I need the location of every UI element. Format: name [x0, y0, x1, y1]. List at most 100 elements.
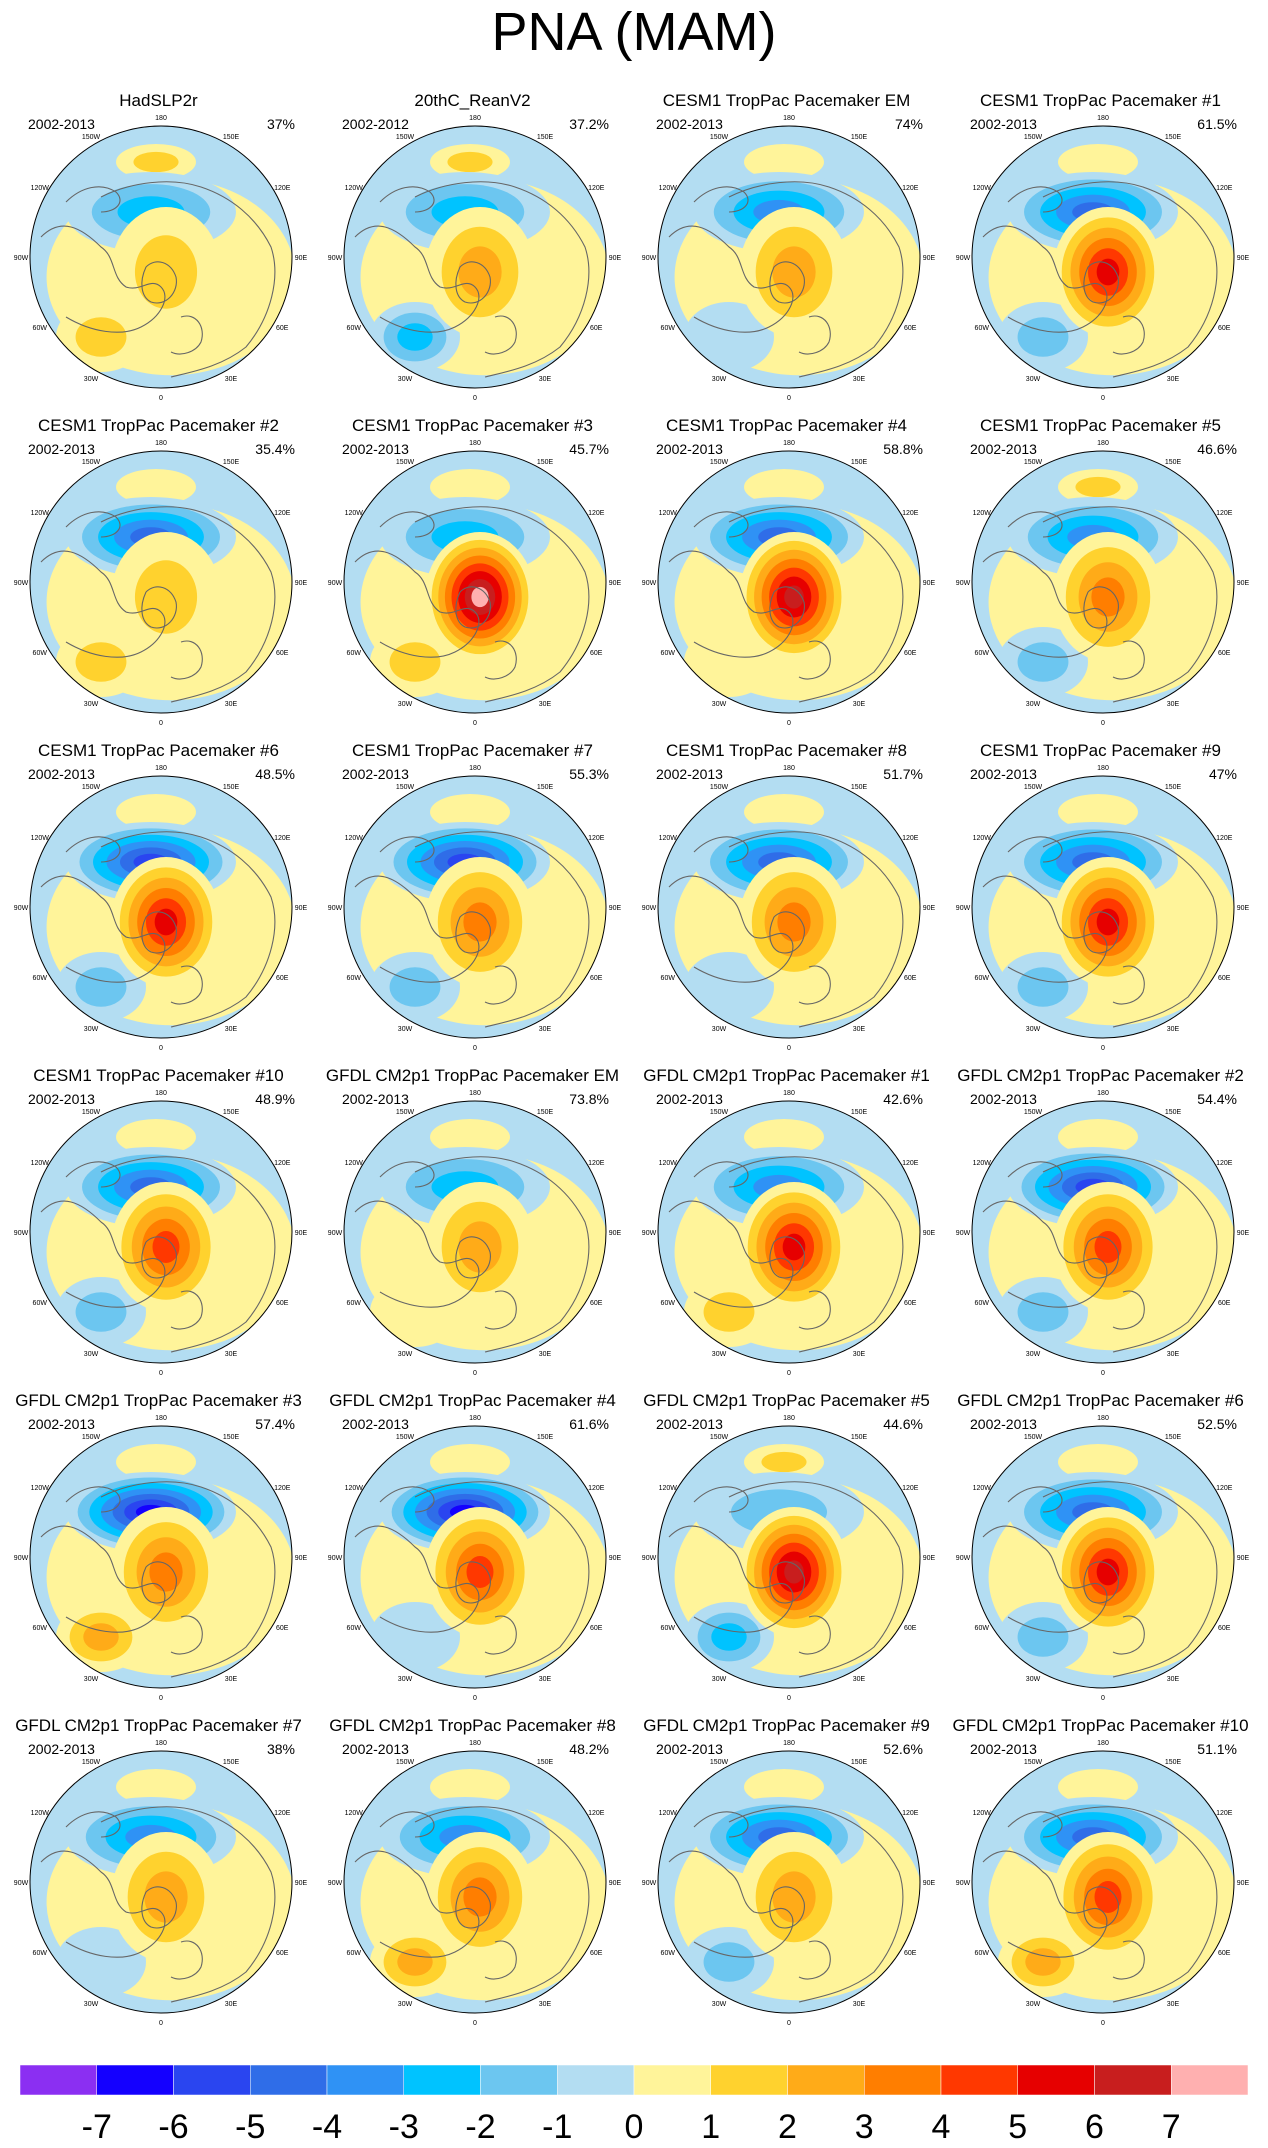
- coastline: [40, 1850, 166, 1958]
- longitude-label: 60W: [975, 1300, 990, 1307]
- longitude-label: 120W: [659, 1485, 678, 1492]
- panel-title: GFDL CM2p1 TropPac Pacemaker #2: [957, 1066, 1244, 1085]
- longitude-label: 120W: [31, 510, 50, 517]
- longitude-label: 60W: [975, 1625, 990, 1632]
- coastline: [170, 1615, 203, 1655]
- panel-period: 2002-2013: [656, 116, 723, 132]
- coastline: [693, 1811, 749, 1838]
- coastline: [414, 1481, 590, 1678]
- north-pacific-contour: [1058, 144, 1138, 180]
- atlantic-contour: [684, 627, 774, 697]
- panel-title: CESM1 TropPac Pacemaker #3: [352, 416, 593, 435]
- coastline: [484, 1290, 517, 1330]
- longitude-label: 30W: [398, 1676, 413, 1683]
- longitude-label: 90E: [1237, 255, 1250, 262]
- coastline: [141, 261, 177, 304]
- coastline: [1042, 1156, 1218, 1353]
- canadian-high-contour: [134, 235, 198, 309]
- longitude-label: 0: [787, 1695, 791, 1702]
- longitude-label: 180: [155, 440, 167, 447]
- longitude-label: 120E: [588, 1485, 605, 1492]
- map-panel: CESM1 TropPac Pacemaker #1 2002-2013 61.5%…: [942, 90, 1259, 415]
- atlantic-contour: [75, 642, 127, 682]
- coastline: [693, 1486, 749, 1513]
- longitude-label: 120W: [31, 1485, 50, 1492]
- canadian-high-contour: [1094, 1231, 1122, 1263]
- longitude-label: 120W: [659, 1160, 678, 1167]
- longitude-label: 0: [473, 1045, 477, 1052]
- coastline: [1083, 1236, 1119, 1279]
- coastline: [354, 550, 480, 658]
- longitude-label: 30W: [398, 2001, 413, 2008]
- coastline: [65, 1486, 121, 1513]
- map-panel: CESM1 TropPac Pacemaker #5 2002-2013 46.6%…: [942, 415, 1259, 740]
- panel-variance-percent: 37%: [266, 116, 295, 132]
- longitude-label: 0: [159, 1695, 163, 1702]
- atlantic-contour: [397, 1948, 433, 1976]
- longitude-label: 90E: [609, 1880, 622, 1887]
- longitude-label: 60E: [590, 975, 603, 982]
- longitude-label: 30E: [1167, 2001, 1180, 2008]
- longitude-label: 180: [155, 1090, 167, 1097]
- longitude-label: 180: [155, 1740, 167, 1747]
- longitude-label: 150E: [1165, 784, 1182, 791]
- coastline: [414, 831, 590, 1028]
- map-panel: GFDL CM2p1 TropPac Pacemaker #6 2002-2013…: [942, 1390, 1259, 1715]
- map-panel: 20thC_ReanV2 2002-2012 37.2% 180 150E 120E 90E…: [314, 90, 631, 415]
- longitude-label: 30E: [539, 2001, 552, 2008]
- atlantic-contour: [370, 1277, 460, 1347]
- longitude-label: 30W: [1026, 1676, 1041, 1683]
- longitude-label: 150E: [537, 784, 554, 791]
- longitude-label: 30E: [853, 2001, 866, 2008]
- coastline: [141, 586, 177, 629]
- colorbar-segment: [403, 2065, 481, 2096]
- longitude-label: 60W: [975, 975, 990, 982]
- longitude-label: 90W: [642, 1880, 657, 1887]
- longitude-label: 30E: [539, 1351, 552, 1358]
- longitude-label: 30E: [853, 1676, 866, 1683]
- longitude-label: 120E: [588, 1810, 605, 1817]
- canadian-high-contour: [466, 1556, 494, 1588]
- longitude-label: 90W: [328, 255, 343, 262]
- longitude-label: 30E: [853, 1026, 866, 1033]
- longitude-label: 120E: [902, 1485, 919, 1492]
- panel-title: GFDL CM2p1 TropPac Pacemaker #7: [15, 1716, 302, 1735]
- north-pacific-contour: [1058, 794, 1138, 830]
- panel-variance-percent: 52.6%: [883, 1741, 923, 1757]
- longitude-label: 120E: [588, 835, 605, 842]
- coastline: [414, 1806, 590, 2003]
- longitude-label: 60E: [276, 1300, 289, 1307]
- coastline: [1083, 586, 1119, 629]
- longitude-label: 120W: [973, 185, 992, 192]
- map-border: [657, 1100, 921, 1364]
- coastline: [414, 506, 590, 703]
- panel-period: 2002-2013: [970, 1091, 1037, 1107]
- longitude-label: 120E: [274, 185, 291, 192]
- coastline: [455, 1236, 491, 1279]
- polar-map: 180 150E 120E 90E 60E 30E 0 30W 60W 90W 120W 150W: [14, 1415, 308, 1702]
- longitude-label: 120W: [345, 510, 364, 517]
- longitude-label: 120W: [31, 185, 50, 192]
- longitude-label: 0: [473, 2020, 477, 2027]
- coastline: [141, 1236, 177, 1279]
- panel-variance-percent: 48.9%: [255, 1091, 295, 1107]
- longitude-label: 60W: [33, 325, 48, 332]
- longitude-label: 0: [787, 720, 791, 727]
- coastline: [141, 1561, 177, 1604]
- coastline: [484, 965, 517, 1005]
- north-pacific-contour: [430, 1119, 510, 1155]
- longitude-label: 150W: [396, 1109, 415, 1116]
- coastline: [100, 1806, 276, 2003]
- longitude-label: 120W: [973, 1160, 992, 1167]
- colorbar-segment: [940, 2065, 1018, 2096]
- north-pacific-contour: [430, 1769, 510, 1805]
- longitude-label: 150W: [1024, 1434, 1043, 1441]
- coastline: [1112, 1290, 1145, 1330]
- panel-period: 2002-2013: [970, 441, 1037, 457]
- polar-map: 180 150E 120E 90E 60E 30E 0 30W 60W 90W 120W 150W: [642, 1415, 936, 1702]
- coastline: [769, 1236, 805, 1279]
- north-pacific-contour: [116, 469, 196, 505]
- coastline: [354, 1850, 480, 1958]
- longitude-label: 30W: [398, 701, 413, 708]
- longitude-label: 60E: [276, 650, 289, 657]
